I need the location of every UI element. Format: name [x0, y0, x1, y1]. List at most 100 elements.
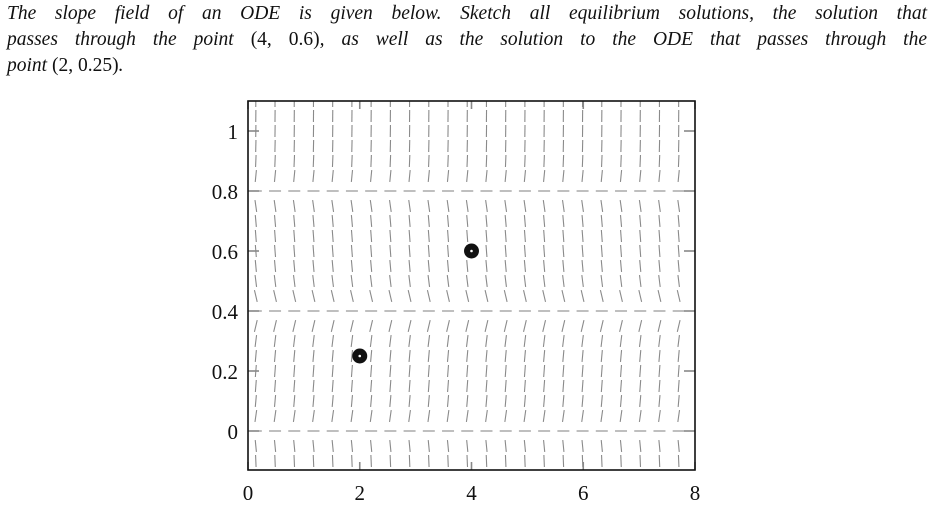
slope-segment	[389, 274, 392, 288]
slope-segment	[446, 349, 450, 363]
slope-segment	[427, 439, 430, 453]
slope-segment	[370, 349, 373, 363]
slope-segment	[619, 290, 623, 302]
slope-segment	[331, 199, 335, 213]
slope-segment	[677, 214, 680, 228]
slope-segment	[407, 320, 412, 332]
slope-segment	[562, 349, 565, 363]
problem-line-1: The slope field of an ODE is given below…	[7, 3, 927, 24]
slope-segment	[312, 199, 315, 213]
slope-segment	[466, 259, 469, 273]
slope-segment	[562, 259, 565, 273]
slope-segment	[292, 334, 296, 348]
slope-segment	[581, 259, 584, 273]
slope-segment	[581, 334, 584, 348]
slope-segment	[427, 169, 430, 183]
slope-segment	[293, 244, 296, 258]
slope-segment	[677, 349, 680, 363]
slope-segment	[311, 320, 316, 332]
slope-segment	[658, 214, 661, 228]
slope-segment	[562, 334, 565, 348]
slope-segment	[350, 364, 353, 378]
slope-segment	[485, 199, 488, 213]
slope-segment	[504, 364, 507, 378]
slope-segment	[543, 379, 546, 393]
slope-segment	[312, 364, 315, 378]
slope-segment	[370, 214, 373, 228]
slope-segment	[677, 169, 680, 183]
slope-segment	[370, 229, 373, 243]
slope-segment	[331, 439, 334, 453]
slope-segment	[562, 274, 565, 288]
slope-segment	[466, 364, 469, 378]
slope-segment	[485, 439, 488, 453]
slope-segment	[465, 320, 470, 332]
slope-segment	[600, 229, 603, 243]
slope-segment	[600, 259, 603, 273]
slope-segment	[292, 290, 297, 302]
slope-segment	[446, 290, 450, 302]
slope-segment	[677, 244, 680, 258]
slope-segment	[523, 409, 527, 423]
slope-segment	[369, 409, 373, 423]
slope-segment	[620, 229, 623, 243]
slope-segment	[504, 259, 507, 273]
slope-segment	[676, 290, 681, 302]
slope-segment	[485, 244, 488, 258]
slope-segment	[369, 274, 373, 288]
slope-segment	[619, 320, 623, 332]
slope-segment	[581, 169, 584, 183]
problem-line-2: passes through the point (4, 0.6), as we…	[7, 27, 927, 53]
slope-segment	[677, 409, 681, 423]
slope-segment	[350, 439, 354, 453]
slope-segment	[293, 259, 296, 273]
slope-segment	[427, 244, 430, 258]
slope-segment	[408, 334, 411, 348]
slope-segment	[485, 364, 488, 378]
slope-segment	[562, 169, 565, 183]
slope-segment	[504, 199, 508, 213]
slope-segment	[312, 169, 315, 183]
slope-segment	[639, 439, 642, 453]
problem-text: .	[118, 55, 124, 76]
slope-segment	[619, 169, 623, 183]
slope-segment	[465, 290, 470, 302]
slope-segment	[619, 349, 623, 363]
slope-segment	[293, 439, 296, 453]
slope-field-segments	[249, 100, 685, 468]
slope-segment	[543, 394, 546, 408]
slope-segment	[350, 244, 353, 258]
slope-segment	[292, 274, 296, 288]
slope-segment	[677, 199, 681, 213]
slope-segment	[293, 349, 296, 363]
slope-segment	[293, 214, 296, 228]
slope-segment	[581, 199, 584, 213]
slope-segment	[562, 379, 565, 393]
slope-segment	[562, 364, 565, 378]
y-tick-label: 0.6	[212, 240, 238, 264]
slope-segment	[504, 229, 507, 243]
slope-segment	[485, 214, 488, 228]
slope-segment	[331, 334, 334, 348]
slope-segment	[273, 274, 277, 288]
slope-segment	[350, 259, 354, 273]
slope-segment	[426, 320, 431, 332]
y-tick-label: 0.8	[212, 180, 238, 204]
slope-segment	[292, 409, 296, 423]
slope-segment	[446, 409, 450, 423]
slope-segment	[581, 409, 584, 423]
slope-segment	[638, 290, 643, 302]
slope-segment	[254, 439, 257, 453]
slope-segment	[639, 169, 642, 183]
slope-segment	[581, 274, 584, 288]
slope-segment	[408, 214, 411, 228]
slope-segment	[408, 394, 411, 408]
slope-segment	[523, 334, 527, 348]
marked-point-center	[358, 354, 362, 358]
slope-segment	[466, 229, 469, 243]
slope-segment	[561, 409, 565, 423]
slope-segment	[600, 334, 604, 348]
slope-segment	[619, 394, 623, 408]
slope-segment	[658, 169, 661, 183]
